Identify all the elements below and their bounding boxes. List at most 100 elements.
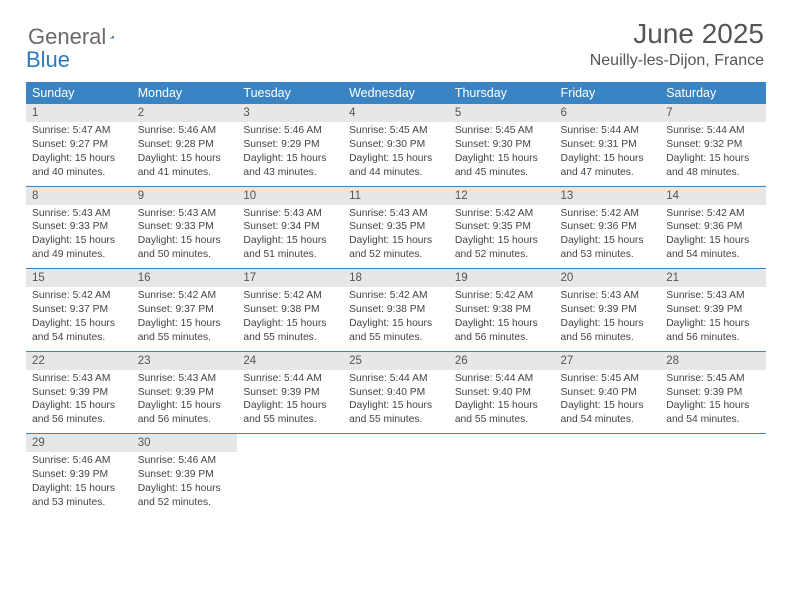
sunrise-text: Sunrise: 5:45 AM	[666, 372, 760, 386]
daylight-text-line2: and 45 minutes.	[455, 166, 549, 180]
daylight-text-line2: and 54 minutes.	[561, 413, 655, 427]
dow-friday: Friday	[555, 82, 661, 104]
day-number-cell: 26	[449, 352, 555, 370]
sunrise-text: Sunrise: 5:45 AM	[349, 124, 443, 138]
daylight-text-line2: and 52 minutes.	[138, 496, 232, 510]
daylight-text-line1: Daylight: 15 hours	[455, 317, 549, 331]
daylight-text-line2: and 53 minutes.	[32, 496, 126, 510]
daylight-text-line1: Daylight: 15 hours	[32, 399, 126, 413]
day-detail-cell	[343, 452, 449, 516]
sunrise-text: Sunrise: 5:42 AM	[32, 289, 126, 303]
daylight-text-line1: Daylight: 15 hours	[32, 152, 126, 166]
daylight-text-line2: and 55 minutes.	[349, 413, 443, 427]
daylight-text-line1: Daylight: 15 hours	[455, 399, 549, 413]
sunrise-text: Sunrise: 5:43 AM	[138, 372, 232, 386]
day-number-cell: 22	[26, 352, 132, 370]
day-detail-cell: Sunrise: 5:42 AMSunset: 9:37 PMDaylight:…	[132, 287, 238, 351]
sunset-text: Sunset: 9:39 PM	[243, 386, 337, 400]
day-number-cell: 7	[660, 104, 766, 122]
sunset-text: Sunset: 9:40 PM	[561, 386, 655, 400]
day-number-cell	[449, 434, 555, 452]
calendar-table: Sunday Monday Tuesday Wednesday Thursday…	[26, 82, 766, 516]
daylight-text-line2: and 55 minutes.	[349, 331, 443, 345]
sunset-text: Sunset: 9:30 PM	[349, 138, 443, 152]
daylight-text-line1: Daylight: 15 hours	[666, 399, 760, 413]
day-detail-row: Sunrise: 5:46 AMSunset: 9:39 PM Daylight:…	[26, 452, 766, 516]
day-number-cell: 15	[26, 269, 132, 287]
day-detail-cell: Sunrise: 5:43 AMSunset: 9:39 PMDaylight:…	[660, 287, 766, 351]
sunrise-text: Sunrise: 5:46 AM	[32, 454, 126, 468]
sunset-text: Sunset: 9:38 PM	[455, 303, 549, 317]
day-number-cell: 28	[660, 352, 766, 370]
sunset-text: Sunset: 9:33 PM	[32, 220, 126, 234]
sunset-text: Sunset: 9:35 PM	[455, 220, 549, 234]
day-number-row: 2930	[26, 434, 766, 452]
day-number-row: 22232425262728	[26, 352, 766, 370]
day-detail-cell: Sunrise: 5:45 AMSunset: 9:30 PMDaylight:…	[449, 122, 555, 186]
dow-thursday: Thursday	[449, 82, 555, 104]
daylight-text-line1: Daylight: 15 hours	[455, 152, 549, 166]
dow-saturday: Saturday	[660, 82, 766, 104]
day-detail-cell: Sunrise: 5:43 AMSunset: 9:34 PMDaylight:…	[237, 205, 343, 269]
daylight-text-line2: and 52 minutes.	[349, 248, 443, 262]
daylight-text-line1: Daylight: 15 hours	[666, 234, 760, 248]
sunset-text: Sunset: 9:37 PM	[138, 303, 232, 317]
day-detail-cell: Sunrise: 5:46 AMSunset: 9:29 PMDaylight:…	[237, 122, 343, 186]
sunset-text: Sunset: 9:39 PM	[32, 468, 126, 482]
day-number-cell: 9	[132, 187, 238, 205]
day-detail-cell	[555, 452, 661, 516]
daylight-text-line2: and 55 minutes.	[138, 331, 232, 345]
day-detail-cell: Sunrise: 5:44 AMSunset: 9:40 PMDaylight:…	[449, 370, 555, 434]
logo-blue-wrap: Blue	[28, 47, 70, 73]
daylight-text-line1: Daylight: 15 hours	[138, 234, 232, 248]
day-detail-cell: Sunrise: 5:44 AMSunset: 9:40 PMDaylight:…	[343, 370, 449, 434]
daylight-text-line1: Daylight: 15 hours	[666, 317, 760, 331]
daylight-text-line2: and 54 minutes.	[32, 331, 126, 345]
day-number-cell: 29	[26, 434, 132, 452]
daylight-text-line1: Daylight: 15 hours	[349, 234, 443, 248]
daylight-text-line2: and 55 minutes.	[243, 413, 337, 427]
daylight-text-line2: and 47 minutes.	[561, 166, 655, 180]
daylight-text-line2: and 56 minutes.	[138, 413, 232, 427]
day-number-cell	[343, 434, 449, 452]
day-number-cell: 12	[449, 187, 555, 205]
day-detail-cell: Sunrise: 5:44 AMSunset: 9:32 PMDaylight:…	[660, 122, 766, 186]
daylight-text-line1: Daylight: 15 hours	[243, 317, 337, 331]
sunrise-text: Sunrise: 5:44 AM	[455, 372, 549, 386]
sunrise-text: Sunrise: 5:42 AM	[455, 289, 549, 303]
sunrise-text: Sunrise: 5:43 AM	[561, 289, 655, 303]
daylight-text-line1: Daylight: 15 hours	[243, 399, 337, 413]
day-number-cell	[237, 434, 343, 452]
day-detail-cell: Sunrise: 5:45 AMSunset: 9:40 PMDaylight:…	[555, 370, 661, 434]
sunset-text: Sunset: 9:39 PM	[32, 386, 126, 400]
day-detail-cell: Sunrise: 5:43 AMSunset: 9:39 PMDaylight:…	[132, 370, 238, 434]
daylight-text-line1: Daylight: 15 hours	[561, 152, 655, 166]
day-detail-cell: Sunrise: 5:42 AMSunset: 9:38 PMDaylight:…	[343, 287, 449, 351]
daylight-text-line1: Daylight: 15 hours	[561, 317, 655, 331]
sunset-text: Sunset: 9:37 PM	[32, 303, 126, 317]
day-number-cell: 2	[132, 104, 238, 122]
day-number-cell: 16	[132, 269, 238, 287]
day-number-cell: 23	[132, 352, 238, 370]
daylight-text-line1: Daylight: 15 hours	[138, 482, 232, 496]
sunrise-text: Sunrise: 5:43 AM	[349, 207, 443, 221]
dow-monday: Monday	[132, 82, 238, 104]
day-number-cell: 5	[449, 104, 555, 122]
daylight-text-line2: and 49 minutes.	[32, 248, 126, 262]
daylight-text-line2: and 54 minutes.	[666, 413, 760, 427]
day-number-cell: 21	[660, 269, 766, 287]
sunrise-text: Sunrise: 5:47 AM	[32, 124, 126, 138]
sunset-text: Sunset: 9:38 PM	[349, 303, 443, 317]
sunrise-text: Sunrise: 5:42 AM	[455, 207, 549, 221]
dow-wednesday: Wednesday	[343, 82, 449, 104]
sunrise-text: Sunrise: 5:42 AM	[243, 289, 337, 303]
sunrise-text: Sunrise: 5:43 AM	[32, 207, 126, 221]
sunrise-text: Sunrise: 5:42 AM	[138, 289, 232, 303]
day-detail-cell: Sunrise: 5:43 AMSunset: 9:33 PMDaylight:…	[26, 205, 132, 269]
day-of-week-row: Sunday Monday Tuesday Wednesday Thursday…	[26, 82, 766, 104]
sunrise-text: Sunrise: 5:46 AM	[243, 124, 337, 138]
daylight-text-line1: Daylight: 15 hours	[32, 234, 126, 248]
page-title: June 2025	[590, 18, 764, 50]
day-number-row: 891011121314	[26, 187, 766, 205]
daylight-text-line2: and 52 minutes.	[455, 248, 549, 262]
